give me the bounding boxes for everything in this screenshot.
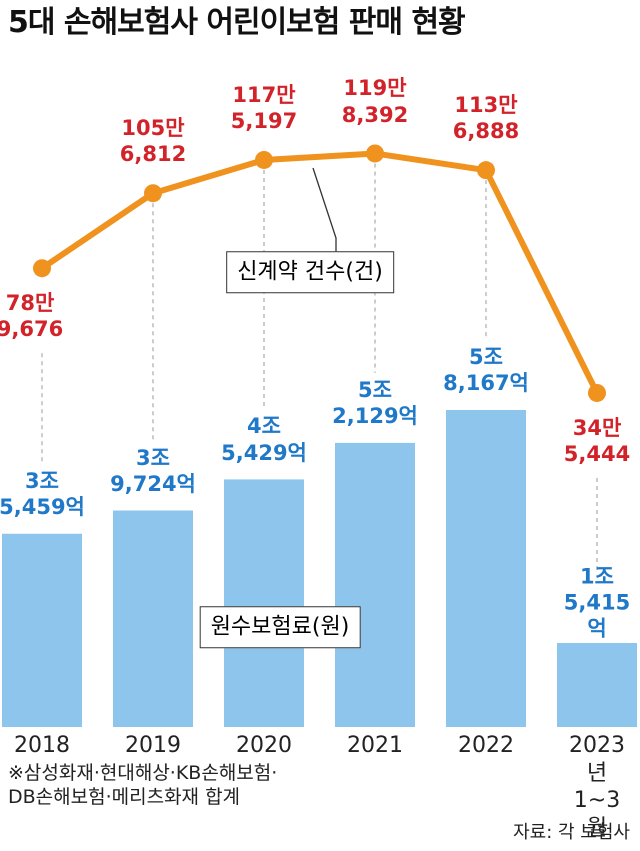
line-value-label: 113만 6,888 (452, 92, 520, 144)
line-point (33, 259, 51, 278)
line-point (477, 161, 495, 180)
bar (113, 510, 193, 727)
x-tick-label: 2021 (347, 733, 403, 758)
bar-value-label: 5조 8,167억 (443, 344, 529, 395)
chart-title: 5대 손해보험사 어린이보험 판매 현황 (8, 5, 466, 40)
line-point (588, 383, 606, 402)
line-value-label: 78만 9,676 (0, 290, 64, 342)
line-value-label: 117만 5,197 (230, 82, 298, 133)
x-tick-label: 2022 (458, 733, 514, 758)
line-point (255, 150, 273, 169)
bar-value-label: 3조 5,459억 (0, 468, 85, 519)
legend-line: 신계약 건수(건) (226, 251, 394, 293)
bar-value-label: 4조 5,429억 (221, 414, 307, 465)
bar (224, 479, 304, 727)
x-tick-label: 2020 (236, 733, 292, 758)
bar (446, 409, 526, 727)
bar-value-label: 1조 5,415억 (563, 564, 631, 642)
line (40, 150, 600, 395)
footnote: ※삼성화재·현대해상·KB손해보험· DB손해보험·메리츠화재 합계 (8, 762, 278, 808)
source: 자료: 각 보험사 (513, 822, 630, 843)
legend-pointer (312, 167, 337, 252)
line-point (144, 184, 162, 203)
line-value-label: 34만 5,444 (563, 415, 631, 466)
line-value-label: 119만 8,392 (341, 76, 409, 127)
x-tick-label: 2019 (125, 733, 181, 758)
bar (557, 642, 637, 727)
line-value-label: 105만 6,812 (119, 115, 187, 167)
legend-bar: 원수보험료(원) (199, 606, 361, 648)
bar (2, 533, 82, 727)
x-tick-label: 2018 (14, 733, 70, 758)
x-tick-label: 2023년 1~3월 (569, 733, 625, 841)
line-point (366, 144, 384, 163)
bar (335, 442, 415, 727)
bar-value-label: 3조 9,724억 (110, 445, 196, 496)
bar-value-label: 5조 2,129억 (332, 377, 418, 428)
